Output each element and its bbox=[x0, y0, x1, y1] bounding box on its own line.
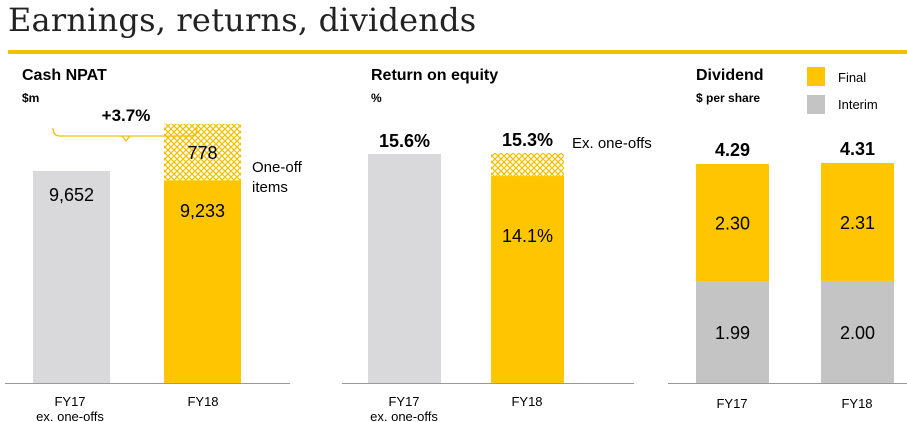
title-rule bbox=[8, 50, 907, 54]
final-data-label: 2.31 bbox=[840, 213, 875, 233]
roe-unit: % bbox=[371, 91, 382, 105]
legend-label-final: Final bbox=[838, 70, 866, 85]
legend-swatch-interim bbox=[807, 95, 825, 114]
change-brace bbox=[52, 127, 198, 143]
legend-swatch-final bbox=[807, 67, 825, 86]
dividend-panel: Dividend $ per share Final Interim FY17 F… bbox=[668, 67, 907, 411]
cash-npat-bar bbox=[164, 180, 241, 383]
cash-npat-bar bbox=[33, 171, 110, 383]
roe-tick-label: FY17 bbox=[388, 394, 419, 409]
final-data-label: 2.30 bbox=[715, 214, 750, 234]
one-off-items-line-2: items bbox=[252, 179, 288, 196]
roe-one-offs-bar bbox=[491, 153, 564, 177]
cash-npat-tick-label: FY18 bbox=[187, 394, 218, 409]
ex-one-offs-label: Ex. one-offs bbox=[572, 135, 652, 152]
dividend-tick-label: FY17 bbox=[716, 396, 747, 411]
cash-npat-data-label: 9,233 bbox=[180, 201, 225, 221]
roe-tick-label: FY18 bbox=[511, 394, 542, 409]
dividend-unit: $ per share bbox=[696, 91, 760, 105]
page-title: Earnings, returns, dividends bbox=[8, 1, 477, 39]
roe-bar bbox=[491, 176, 564, 383]
dividend-total-label: 4.31 bbox=[840, 139, 875, 159]
dividend-title: Dividend bbox=[696, 67, 764, 84]
interim-data-label: 2.00 bbox=[840, 323, 875, 343]
one-off-items-bar bbox=[164, 123, 241, 181]
final-bar bbox=[696, 164, 769, 282]
dividend-tick-label: FY18 bbox=[841, 396, 872, 411]
roe-total-label: 15.6% bbox=[379, 131, 430, 151]
cash-npat-unit: $m bbox=[22, 91, 39, 105]
roe-total-label: 15.3% bbox=[502, 130, 553, 150]
dividend-legend: Final Interim bbox=[807, 67, 878, 114]
interim-bar bbox=[696, 281, 769, 383]
legend-label-interim: Interim bbox=[838, 97, 878, 112]
roe-title: Return on equity bbox=[371, 67, 498, 84]
dividend-bars: FY17 FY18 1.99 2.30 4.29 2.00 2.31 4.31 bbox=[668, 139, 907, 411]
roe-tick-label: ex. one-offs bbox=[370, 409, 438, 422]
roe-bar bbox=[368, 154, 441, 383]
cash-npat-tick-label: ex. one-offs bbox=[36, 409, 104, 422]
interim-bar bbox=[821, 280, 894, 383]
cash-npat-title: Cash NPAT bbox=[22, 67, 107, 84]
dividend-total-label: 4.29 bbox=[715, 140, 750, 160]
one-off-items-label: One-off items bbox=[252, 159, 306, 196]
cash-npat-data-label: 9,652 bbox=[49, 185, 94, 205]
one-off-items-data-label: 778 bbox=[187, 143, 217, 163]
brace-line bbox=[52, 127, 198, 137]
interim-data-label: 1.99 bbox=[715, 323, 750, 343]
cash-npat-tick-label: FY17 bbox=[54, 394, 85, 409]
roe-data-label: 14.1% bbox=[502, 226, 553, 246]
final-bar bbox=[821, 162, 894, 281]
change-label: +3.7% bbox=[102, 106, 151, 125]
one-off-items-line-1: One-off bbox=[252, 159, 303, 176]
brace-peak bbox=[121, 135, 131, 143]
